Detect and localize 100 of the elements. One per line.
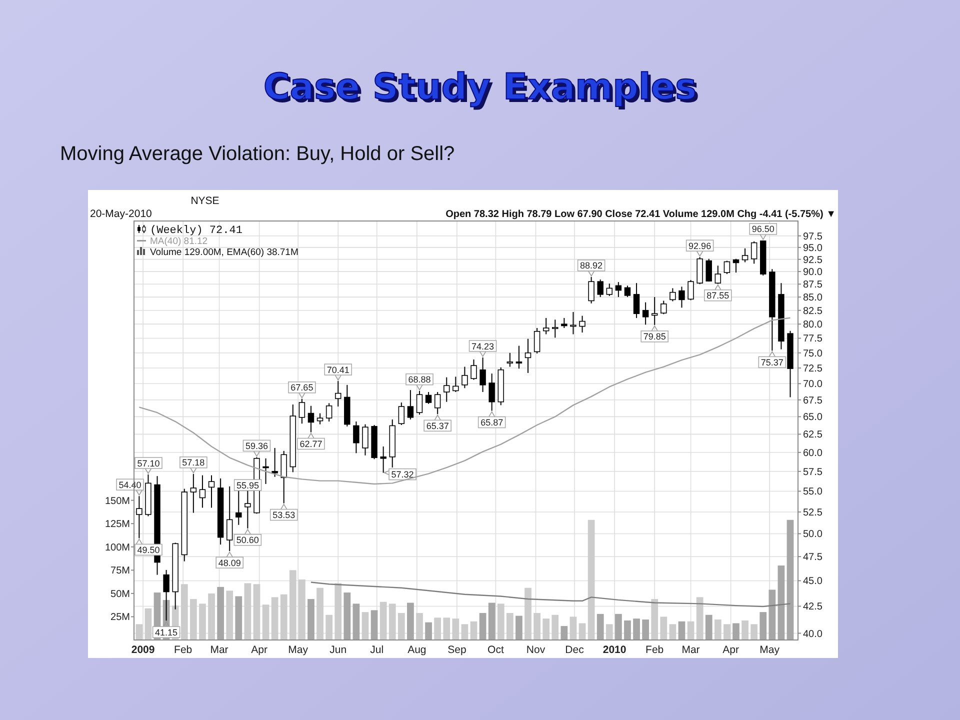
candlestick bbox=[506, 352, 514, 368]
text: 20-May-2010 bbox=[90, 208, 152, 220]
candlestick bbox=[597, 279, 604, 298]
y-tick-label: 57.5 bbox=[803, 466, 823, 478]
candlestick bbox=[534, 328, 540, 354]
candlestick bbox=[624, 285, 631, 298]
candlestick bbox=[334, 380, 342, 408]
annotation: 75.37 bbox=[760, 357, 784, 368]
y-tick-label: 50.0 bbox=[803, 529, 823, 540]
candlestick bbox=[462, 366, 468, 389]
y2-tick-label: 25M bbox=[110, 612, 130, 624]
candlestick bbox=[470, 358, 477, 380]
annotation: 67.65 bbox=[290, 382, 314, 393]
x-tick-label: Feb bbox=[174, 644, 192, 656]
annotation: 79.85 bbox=[643, 332, 666, 342]
annotation: 74.23 bbox=[472, 341, 494, 352]
candlestick bbox=[606, 283, 613, 296]
candlestick bbox=[642, 302, 649, 326]
y-tick-label: 85.0 bbox=[803, 292, 823, 304]
y-tick-label: 95.0 bbox=[803, 242, 823, 254]
y-tick-label: 67.5 bbox=[803, 395, 823, 406]
x-tick-label: Mar bbox=[682, 644, 700, 656]
candlestick bbox=[651, 296, 658, 326]
candlestick bbox=[380, 446, 386, 474]
y2-tick-label: 75M bbox=[110, 566, 130, 577]
candlestick bbox=[425, 392, 432, 404]
y-tick-label: 70.0 bbox=[803, 379, 823, 390]
annotation: 92.96 bbox=[688, 240, 712, 251]
annotation: 49.50 bbox=[137, 545, 160, 556]
y-tick-label: 65.0 bbox=[803, 412, 823, 424]
x-tick-label: Feb bbox=[646, 644, 664, 656]
text: NYSE bbox=[190, 195, 220, 207]
x-tick-label: Oct bbox=[488, 644, 504, 656]
y-tick-label: 97.5 bbox=[803, 231, 823, 242]
y-tick-label: 60.0 bbox=[803, 448, 823, 459]
candlestick bbox=[588, 276, 594, 304]
annotation: 62.77 bbox=[300, 439, 322, 450]
candlestick bbox=[280, 450, 287, 504]
y-tick-label: 77.5 bbox=[803, 334, 823, 345]
y-tick-label: 42.5 bbox=[803, 602, 823, 613]
candlestick bbox=[750, 240, 758, 264]
annotation: 68.88 bbox=[408, 374, 431, 385]
annotation: 87.55 bbox=[706, 290, 730, 301]
candlestick bbox=[706, 258, 712, 282]
candlestick bbox=[136, 496, 142, 539]
candlestick bbox=[542, 317, 550, 335]
annotation: Volume 129.00M, EMA(60) 38.71M bbox=[150, 247, 298, 258]
x-tick-label: May bbox=[760, 644, 780, 656]
annotation: 57.18 bbox=[182, 458, 205, 468]
annotation: 88.92 bbox=[580, 260, 603, 271]
x-tick-label: Dec bbox=[565, 644, 584, 656]
y-tick-label: 87.5 bbox=[803, 280, 823, 291]
candlestick bbox=[362, 424, 368, 456]
annotation: 50.60 bbox=[236, 535, 259, 546]
candlestick bbox=[199, 474, 206, 508]
y-tick-label: 75.0 bbox=[803, 348, 823, 360]
candlestick bbox=[579, 315, 586, 334]
annotation: 48.09 bbox=[218, 558, 241, 568]
y2-tick-label: 125M bbox=[104, 519, 130, 530]
candlestick bbox=[452, 376, 459, 393]
candlestick bbox=[516, 345, 522, 370]
x-tick-label: Mar bbox=[210, 644, 229, 656]
annotation: 57.32 bbox=[391, 470, 414, 480]
candlestick bbox=[272, 447, 278, 478]
annotation: (Weekly) 72.41 bbox=[150, 225, 243, 237]
y-tick-label: 82.5 bbox=[803, 306, 823, 317]
candlestick bbox=[398, 402, 405, 426]
x-tick-label: Apr bbox=[251, 644, 268, 656]
candlestick bbox=[615, 282, 622, 298]
y-tick-label: 55.0 bbox=[803, 486, 823, 498]
annotation: 96.50 bbox=[752, 224, 774, 234]
candlestick bbox=[552, 319, 558, 338]
annotation: 54.40 bbox=[118, 480, 142, 490]
x-tick-label: Jun bbox=[330, 644, 347, 656]
annotation: 65.87 bbox=[480, 418, 504, 428]
y-tick-label: 52.5 bbox=[803, 507, 823, 518]
y2-tick-label: 100M bbox=[104, 542, 130, 554]
candlestick bbox=[714, 265, 722, 284]
candlestick bbox=[742, 248, 748, 263]
y-tick-label: 45.0 bbox=[803, 576, 823, 588]
y-tick-label: 80.0 bbox=[803, 320, 823, 331]
annotation: 59.36 bbox=[245, 440, 268, 451]
candlestick bbox=[407, 390, 414, 420]
candlestick bbox=[688, 280, 694, 301]
y-tick-label: 62.5 bbox=[803, 430, 823, 441]
y-tick-label: 92.5 bbox=[803, 254, 823, 266]
candlestick bbox=[480, 356, 486, 393]
x-tick-label: 2009 bbox=[131, 644, 155, 656]
annotation: 70.41 bbox=[326, 364, 350, 375]
candlestick bbox=[326, 402, 332, 422]
candlestick bbox=[732, 258, 740, 274]
x-tick-label: Sep bbox=[448, 644, 466, 656]
candlestick bbox=[444, 376, 450, 402]
candlestick bbox=[208, 474, 215, 508]
candlestick bbox=[660, 300, 667, 315]
y-tick-label: 90.0 bbox=[803, 267, 823, 278]
candlestick bbox=[298, 398, 306, 424]
candlestick bbox=[724, 260, 730, 275]
x-tick-label: May bbox=[288, 644, 309, 656]
candlestick bbox=[316, 412, 324, 425]
